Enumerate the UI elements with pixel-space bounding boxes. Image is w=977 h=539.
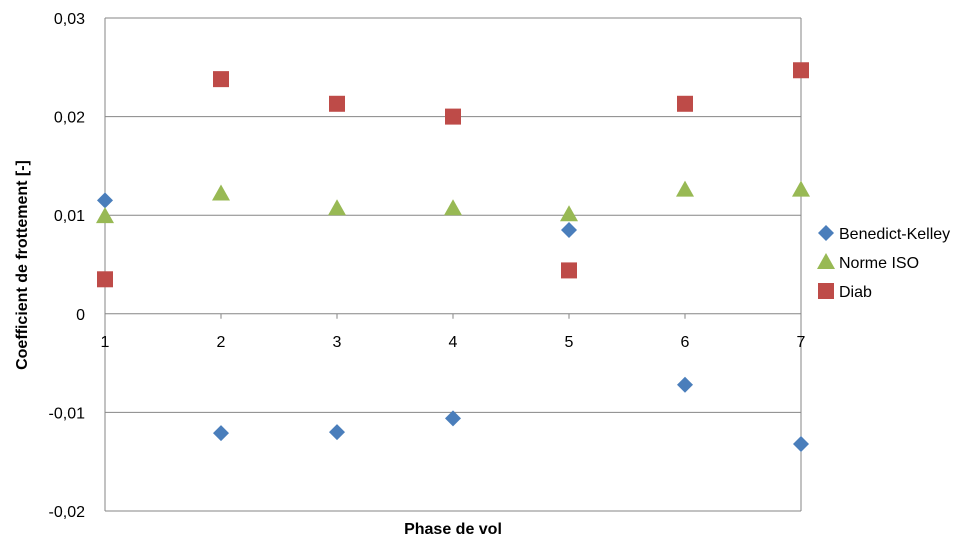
- point-diab: [97, 271, 113, 288]
- y-axis-title: Coefficient de frottement [-]: [14, 160, 31, 370]
- x-tick-label: 6: [681, 334, 690, 351]
- legend-marker-benedict-kelley: [818, 225, 834, 241]
- point-diab: [677, 95, 693, 112]
- point-benedict-kelley: [213, 425, 229, 442]
- point-norme-iso: [212, 184, 230, 201]
- point-diab: [213, 71, 229, 88]
- point-diab: [793, 62, 809, 79]
- legend-label-diab: Diab: [839, 284, 872, 301]
- x-tick-label: 5: [565, 334, 574, 351]
- point-norme-iso: [328, 199, 346, 216]
- y-tick-label: -0,02: [49, 504, 86, 521]
- y-tick-label: 0: [76, 307, 85, 324]
- axes: [104, 18, 802, 511]
- legend-marker-norme-iso: [817, 253, 835, 269]
- grid-lines: [105, 17, 801, 512]
- point-norme-iso: [560, 205, 578, 222]
- point-norme-iso: [444, 199, 462, 216]
- point-benedict-kelley: [793, 435, 809, 452]
- point-diab: [445, 108, 461, 125]
- point-benedict-kelley: [677, 376, 693, 393]
- y-tick-label: 0,02: [54, 110, 85, 127]
- y-tick-labels: 0,03 0,02 0,01 0 -0,01 -0,02: [49, 11, 86, 521]
- point-norme-iso: [792, 180, 810, 197]
- point-norme-iso: [676, 180, 694, 197]
- point-benedict-kelley: [329, 424, 345, 441]
- legend-label-benedict-kelley: Benedict-Kelley: [839, 226, 950, 243]
- y-tick-label: -0,01: [49, 405, 86, 422]
- legend-marker-diab: [818, 283, 834, 299]
- point-diab: [329, 95, 345, 112]
- point-benedict-kelley: [97, 192, 113, 209]
- y-tick-label: 0,01: [54, 208, 85, 225]
- x-tick-label: 3: [333, 334, 342, 351]
- x-tick-label: 4: [449, 334, 458, 351]
- x-axis-title: Phase de vol: [404, 521, 502, 538]
- x-tick-label: 7: [797, 334, 806, 351]
- point-benedict-kelley: [561, 221, 577, 238]
- y-tick-label: 0,03: [54, 11, 85, 28]
- point-diab: [561, 262, 577, 279]
- data-points: [96, 62, 810, 452]
- x-tick-labels: 1 2 3 4 5 6 7: [101, 334, 806, 351]
- x-tick-label: 2: [217, 334, 226, 351]
- legend: Benedict-Kelley Norme ISO Diab: [817, 225, 950, 301]
- point-benedict-kelley: [445, 410, 461, 427]
- x-tick-label: 1: [101, 334, 110, 351]
- point-norme-iso: [96, 207, 114, 224]
- legend-label-norme-iso: Norme ISO: [839, 255, 919, 272]
